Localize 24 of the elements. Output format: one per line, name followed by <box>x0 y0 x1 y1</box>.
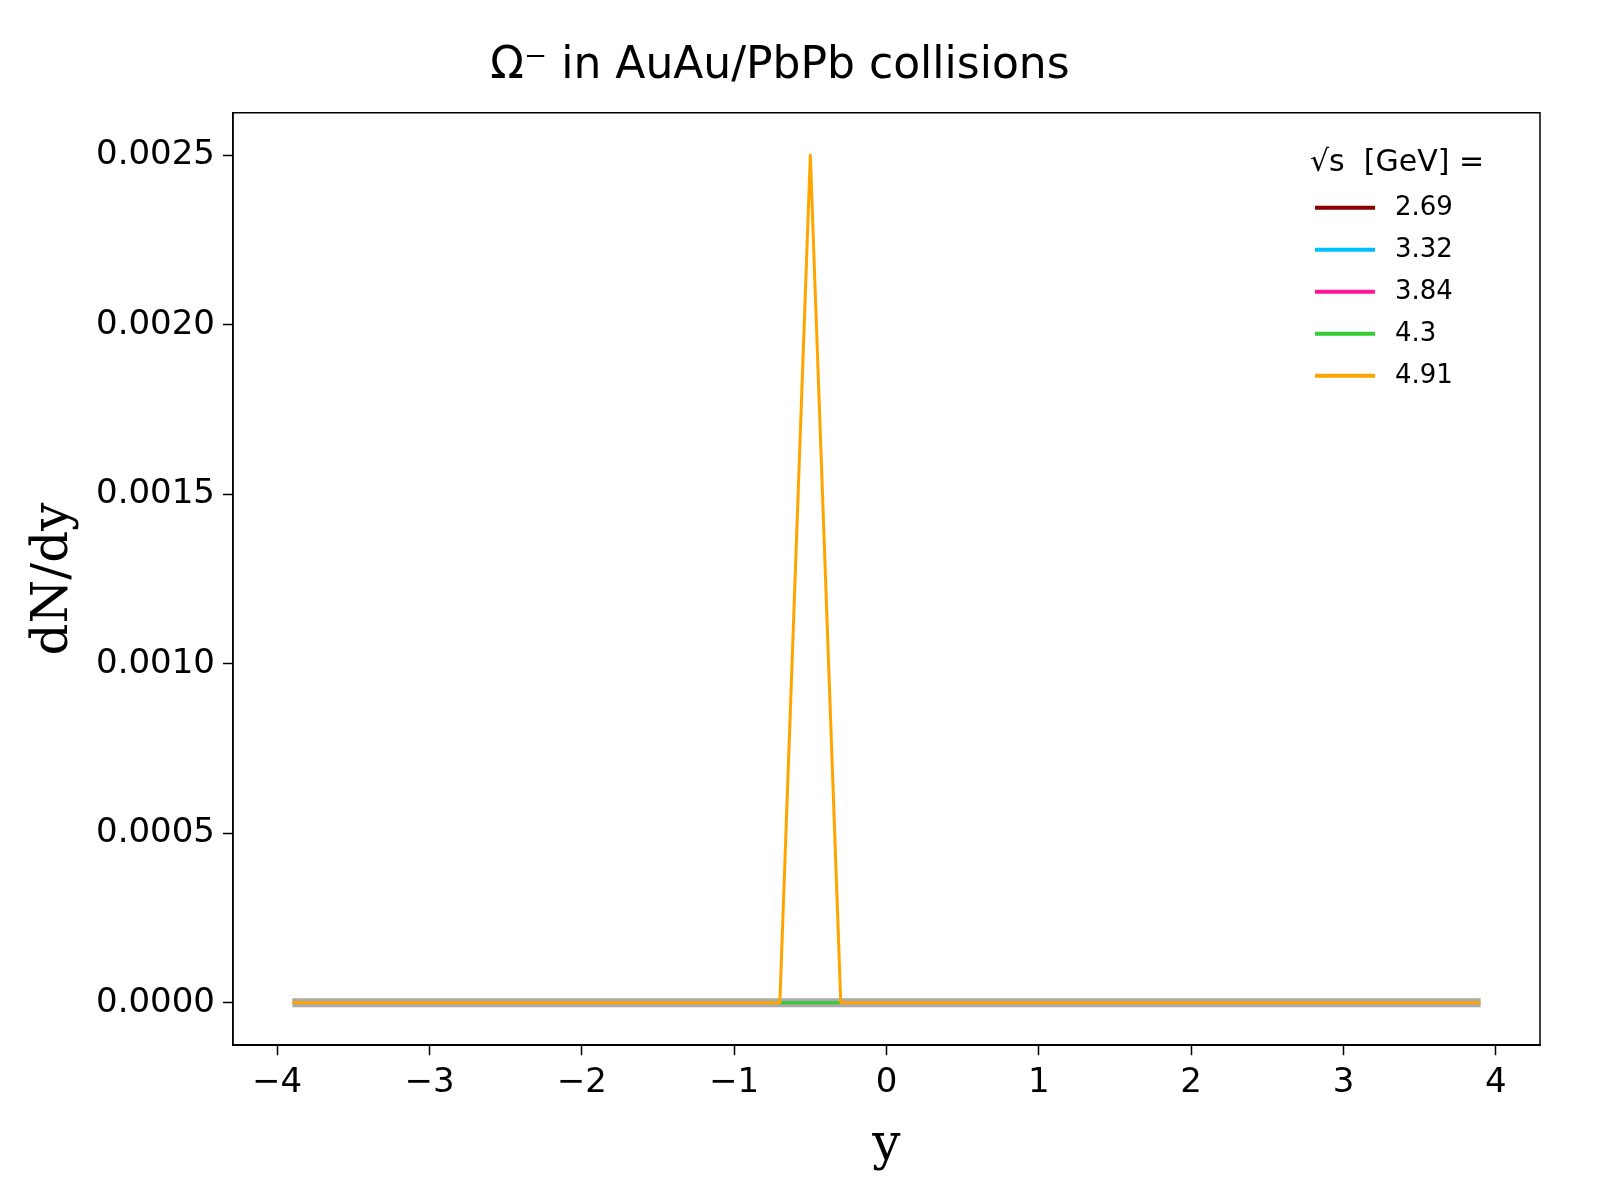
x-tick-label: 4 <box>1485 1060 1507 1101</box>
legend-label: 3.84 <box>1395 274 1453 305</box>
legend-title: √s [GeV] = <box>1310 142 1485 178</box>
y-tick-label: 0.0020 <box>96 301 215 342</box>
x-axis-title: y <box>871 1112 902 1171</box>
y-tick-label: 0.0010 <box>96 640 215 681</box>
chart-title: Ω⁻ in AuAu/PbPb collisions <box>490 36 1070 88</box>
x-tick-label: 2 <box>1180 1060 1202 1101</box>
y-tick-label: 0.0005 <box>96 810 215 851</box>
y-axis-title: dN/dy <box>20 501 79 656</box>
x-tick-label: 1 <box>1028 1060 1050 1101</box>
x-tick-label: 3 <box>1332 1060 1355 1101</box>
legend-label: 2.69 <box>1395 190 1453 221</box>
x-tick-label: −3 <box>404 1060 455 1101</box>
y-tick-label: 0.0015 <box>96 471 215 512</box>
x-tick-label: −1 <box>709 1060 760 1101</box>
legend-label: 4.3 <box>1395 316 1437 347</box>
x-tick-label: −4 <box>252 1060 303 1101</box>
legend-label: 3.32 <box>1395 232 1453 263</box>
y-tick-label: 0.0000 <box>96 979 215 1020</box>
legend-label: 4.91 <box>1395 358 1453 389</box>
x-tick-label: 0 <box>875 1060 898 1101</box>
x-tick-label: −2 <box>556 1060 607 1101</box>
y-tick-label: 0.0025 <box>96 132 215 173</box>
